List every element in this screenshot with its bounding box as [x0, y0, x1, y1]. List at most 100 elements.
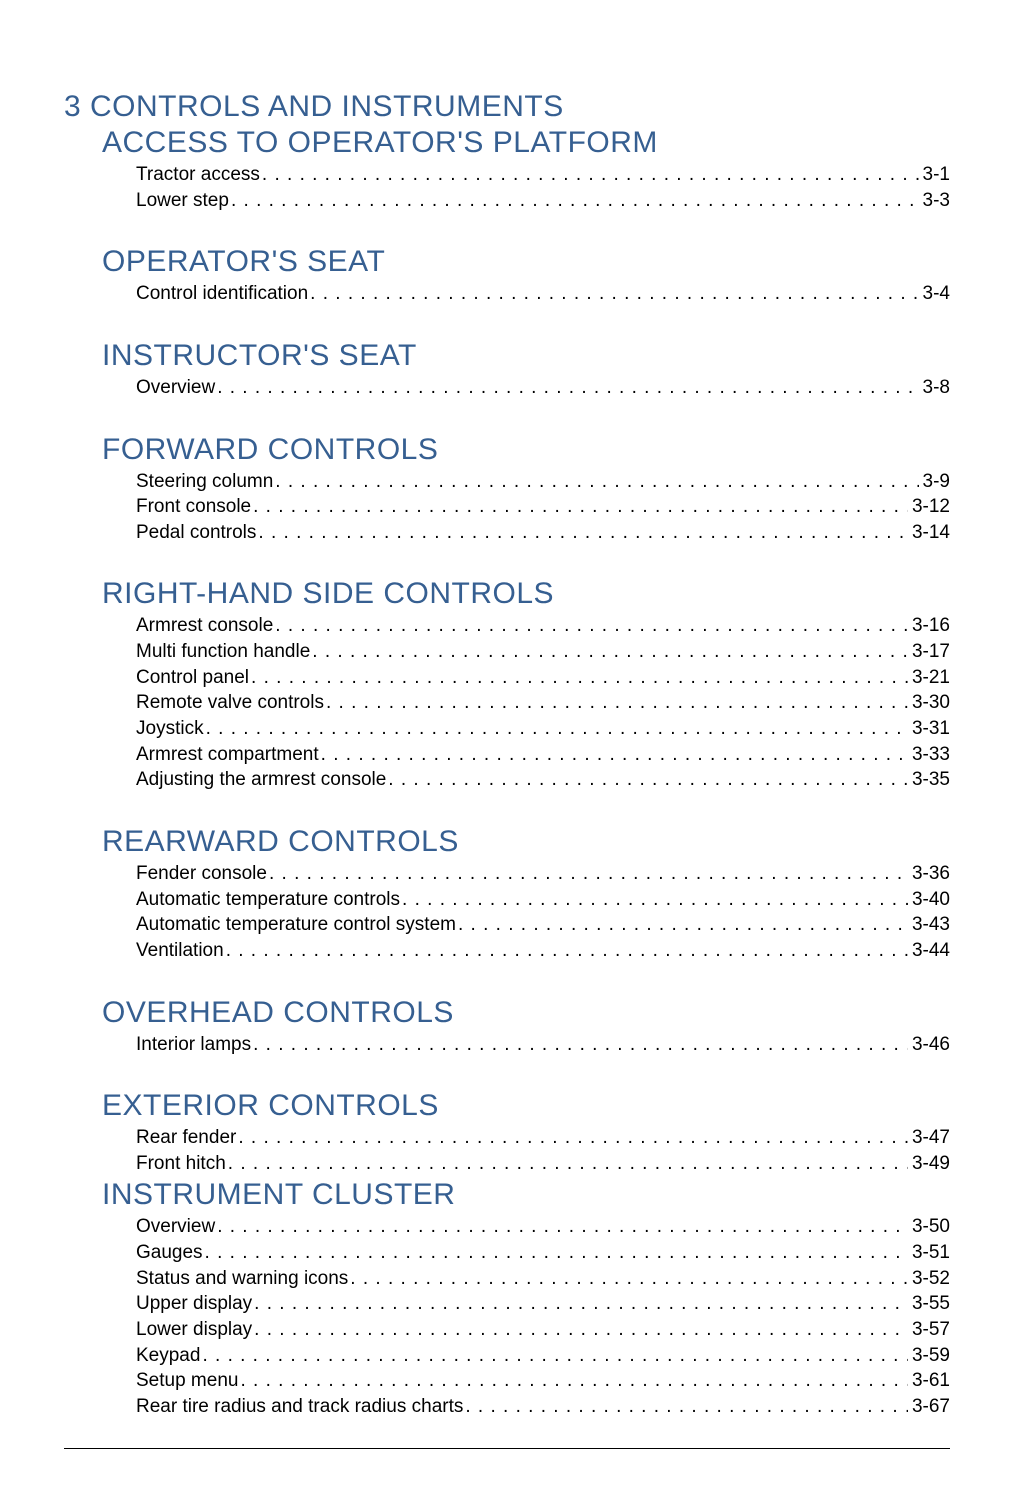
toc-entry: Front console 3-12 [136, 494, 950, 520]
toc-entry-page: 3-46 [908, 1032, 950, 1058]
toc-entry: Fender console3-36 [136, 861, 950, 887]
toc-leader-dots [400, 887, 908, 913]
toc-leader-dots [249, 665, 908, 691]
toc-entry-label: Status and warning icons [136, 1266, 348, 1292]
toc-entry: Gauges3-51 [136, 1240, 950, 1266]
toc-entry-page: 3-51 [908, 1240, 950, 1266]
toc-entry-label: Pedal controls [136, 520, 256, 546]
toc-entry: Joystick3-31 [136, 716, 950, 742]
toc-entry-label: Keypad [136, 1343, 200, 1369]
toc-entry-page: 3-57 [908, 1317, 950, 1343]
toc-entry-label: Front console [136, 494, 251, 520]
toc-entry: Automatic temperature control system 3-43 [136, 912, 950, 938]
toc-entry-page: 3-40 [908, 887, 950, 913]
toc-entry-page: 3-14 [908, 520, 950, 546]
toc-leader-dots [224, 938, 908, 964]
toc-entry: Front hitch 3-49 [136, 1151, 950, 1177]
toc-entry-page: 3-30 [908, 690, 950, 716]
toc-entry-page: 3-43 [908, 912, 950, 938]
toc-section: FORWARD CONTROLSSteering column3-9Front … [64, 433, 950, 546]
toc-leader-dots [236, 1125, 908, 1151]
toc-entry-page: 3-17 [908, 639, 950, 665]
toc-leader-dots [251, 494, 908, 520]
toc-section: RIGHT-HAND SIDE CONTROLSArmrest console3… [64, 577, 950, 792]
toc-entry-label: Overview [136, 1214, 215, 1240]
toc-entry: Ventilation 3-44 [136, 938, 950, 964]
toc-entry-page: 3-61 [908, 1368, 950, 1394]
toc-leader-dots [215, 1214, 908, 1240]
toc-entry-label: Fender console [136, 861, 267, 887]
toc-entry: Setup menu 3-61 [136, 1368, 950, 1394]
toc-entry-page: 3-21 [908, 665, 950, 691]
toc-entry-label: Overview [136, 375, 215, 401]
toc-leader-dots [226, 1151, 908, 1177]
toc-leader-dots [215, 375, 918, 401]
toc-entry: Control panel 3-21 [136, 665, 950, 691]
toc-entry: Steering column3-9 [136, 469, 950, 495]
toc-entry-label: Ventilation [136, 938, 224, 964]
toc-entry-label: Setup menu [136, 1368, 238, 1394]
toc-leader-dots [252, 1291, 908, 1317]
section-title: FORWARD CONTROLS [102, 433, 950, 467]
toc-entry-label: Lower step [136, 188, 229, 214]
toc-section: ACCESS TO OPERATOR'S PLATFORMTractor acc… [64, 126, 950, 213]
toc-leader-dots [200, 1343, 908, 1369]
toc-leader-dots [273, 613, 908, 639]
toc-entry-label: Multi function handle [136, 639, 310, 665]
toc-leader-dots [204, 716, 908, 742]
toc-entry-label: Control identification [136, 281, 308, 307]
toc-leader-dots [238, 1368, 908, 1394]
section-title: REARWARD CONTROLS [102, 825, 950, 859]
toc-leader-dots [273, 469, 918, 495]
toc-entry-label: Tractor access [136, 162, 260, 188]
chapter-title: 3 CONTROLS AND INSTRUMENTS [64, 90, 950, 124]
toc-entry-label: Adjusting the armrest console [136, 767, 386, 793]
toc-entry-label: Interior lamps [136, 1032, 251, 1058]
toc-leader-dots [229, 188, 919, 214]
toc-leader-dots [348, 1266, 908, 1292]
toc-leader-dots [456, 912, 908, 938]
toc-entry: Overview3-50 [136, 1214, 950, 1240]
section-title: ACCESS TO OPERATOR'S PLATFORM [102, 126, 950, 160]
section-title: EXTERIOR CONTROLS [102, 1089, 950, 1123]
toc-entry: Keypad3-59 [136, 1343, 950, 1369]
toc-leader-dots [251, 1032, 908, 1058]
section-title: RIGHT-HAND SIDE CONTROLS [102, 577, 950, 611]
toc-entry: Control identification 3-4 [136, 281, 950, 307]
toc-entry-label: Joystick [136, 716, 204, 742]
toc-entry-page: 3-52 [908, 1266, 950, 1292]
toc-entry-label: Automatic temperature control system [136, 912, 456, 938]
toc-entry: Interior lamps 3-46 [136, 1032, 950, 1058]
toc-entry-page: 3-49 [908, 1151, 950, 1177]
toc-entry-label: Front hitch [136, 1151, 226, 1177]
toc-leader-dots [256, 520, 908, 546]
toc-entry: Remote valve controls 3-30 [136, 690, 950, 716]
toc-entry: Armrest compartment 3-33 [136, 742, 950, 768]
toc-leader-dots [267, 861, 908, 887]
toc-entry-page: 3-12 [908, 494, 950, 520]
toc-entry: Lower display 3-57 [136, 1317, 950, 1343]
toc-entry: Tractor access3-1 [136, 162, 950, 188]
toc-entry-label: Rear fender [136, 1125, 236, 1151]
toc-section: EXTERIOR CONTROLSRear fender3-47Front hi… [64, 1089, 950, 1176]
toc-entry-page: 3-4 [919, 281, 950, 307]
toc-entry: Status and warning icons 3-52 [136, 1266, 950, 1292]
toc-leader-dots [319, 742, 908, 768]
section-title: INSTRUMENT CLUSTER [102, 1178, 950, 1212]
toc-entry-page: 3-8 [919, 375, 950, 401]
toc-entry-page: 3-67 [908, 1394, 950, 1420]
toc-entry-label: Control panel [136, 665, 249, 691]
toc-section: OPERATOR'S SEATControl identification3-4 [64, 245, 950, 307]
toc-entry: Automatic temperature controls3-40 [136, 887, 950, 913]
toc-entry: Lower step3-3 [136, 188, 950, 214]
toc-entry-page: 3-33 [908, 742, 950, 768]
toc-section: INSTRUCTOR'S SEATOverview3-8 [64, 339, 950, 401]
toc-leader-dots [324, 690, 908, 716]
toc-leader-dots [463, 1394, 908, 1420]
toc-entry: Rear fender3-47 [136, 1125, 950, 1151]
toc-entry-label: Armrest compartment [136, 742, 319, 768]
toc-entry-label: Lower display [136, 1317, 252, 1343]
toc-leader-dots [252, 1317, 908, 1343]
toc-entry-page: 3-44 [908, 938, 950, 964]
toc-entry-label: Remote valve controls [136, 690, 324, 716]
